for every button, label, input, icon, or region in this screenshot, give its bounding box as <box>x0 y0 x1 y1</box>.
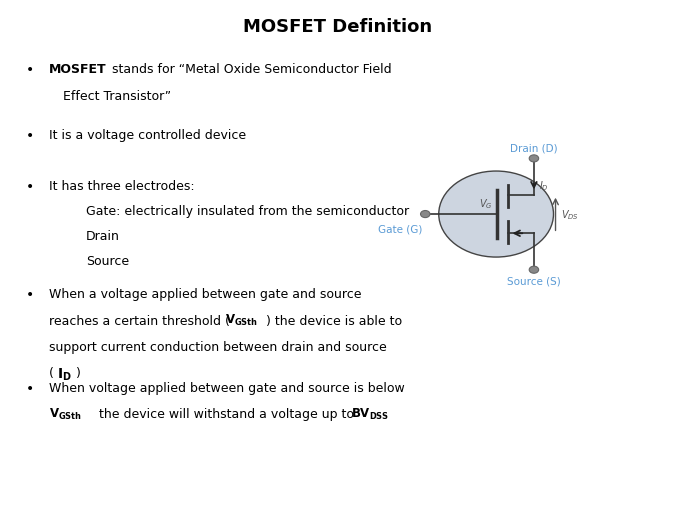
Text: $\mathbf{V_{GSth}}$: $\mathbf{V_{GSth}}$ <box>49 406 82 421</box>
Text: stands for “Metal Oxide Semiconductor Field: stands for “Metal Oxide Semiconductor Fi… <box>108 63 391 76</box>
Text: ) the device is able to: ) the device is able to <box>266 314 402 327</box>
Text: $V_G$: $V_G$ <box>479 197 492 211</box>
Text: Drain (D): Drain (D) <box>510 143 558 153</box>
Text: Gate: electrically insulated from the semiconductor: Gate: electrically insulated from the se… <box>86 204 409 217</box>
Text: support current conduction between drain and source: support current conduction between drain… <box>49 340 386 353</box>
Text: MOSFET: MOSFET <box>49 63 106 76</box>
Text: When voltage applied between gate and source is below: When voltage applied between gate and so… <box>49 381 404 394</box>
Text: ): ) <box>76 367 80 380</box>
Circle shape <box>529 156 539 163</box>
Text: $\mathbf{I_D}$: $\mathbf{I_D}$ <box>57 366 72 382</box>
Circle shape <box>421 211 430 218</box>
Text: $\mathbf{V_{GSth}}$: $\mathbf{V_{GSth}}$ <box>225 313 259 328</box>
Text: $I_D$: $I_D$ <box>539 178 549 192</box>
Circle shape <box>529 267 539 274</box>
Text: Effect Transistor”: Effect Transistor” <box>63 89 171 103</box>
Text: It is a voltage controlled device: It is a voltage controlled device <box>49 129 246 142</box>
Text: •: • <box>26 63 34 77</box>
Text: When a voltage applied between gate and source: When a voltage applied between gate and … <box>49 288 361 301</box>
Text: MOSFET Definition: MOSFET Definition <box>243 18 432 36</box>
Circle shape <box>439 172 554 258</box>
Text: •: • <box>26 381 34 395</box>
Text: •: • <box>26 129 34 143</box>
Text: •: • <box>26 179 34 193</box>
Text: (: ( <box>49 367 53 380</box>
Text: reaches a certain threshold (: reaches a certain threshold ( <box>49 314 230 327</box>
Text: $V_{DS}$: $V_{DS}$ <box>561 208 579 222</box>
Text: $\mathbf{BV_{DSS}}$: $\mathbf{BV_{DSS}}$ <box>351 406 389 421</box>
Text: Drain: Drain <box>86 229 119 242</box>
Text: Gate (G): Gate (G) <box>377 224 422 234</box>
Text: It has three electrodes:: It has three electrodes: <box>49 179 194 192</box>
Text: the device will withstand a voltage up to: the device will withstand a voltage up t… <box>95 408 358 421</box>
Text: Source (S): Source (S) <box>507 276 561 286</box>
Text: •: • <box>26 288 34 302</box>
Text: Source: Source <box>86 254 129 267</box>
